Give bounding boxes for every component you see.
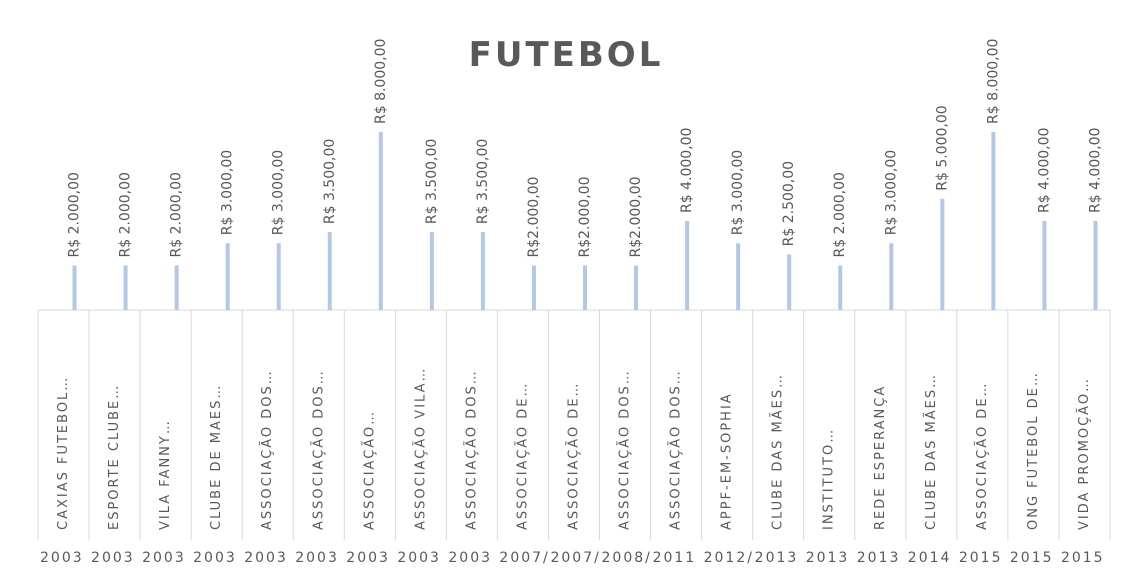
data-label: R$ 2.000,00 [118, 172, 134, 257]
data-label: R$ 2.000,00 [67, 172, 83, 257]
data-label: R$ 3.500,00 [322, 139, 338, 224]
bar [276, 243, 281, 310]
data-label: R$ 3.500,00 [475, 139, 491, 224]
bar [480, 232, 485, 310]
year-label: 2003 [244, 550, 288, 566]
bar [583, 265, 587, 310]
bar [685, 221, 690, 310]
year-label: 2003 [295, 550, 339, 566]
year-label: 2013 [755, 550, 799, 566]
bar [787, 254, 792, 310]
data-label: R$ 3.000,00 [883, 150, 899, 235]
x-tick-label: VIDA PROMOÇÃO… [1076, 377, 1092, 530]
x-tick-label: INSTITUTO… [822, 428, 837, 530]
year-label: 2008/ [602, 550, 652, 566]
x-tick-label: VILA FANNY… [158, 419, 173, 530]
year-label: 2015 [1010, 550, 1054, 566]
year-label: 2012/ [704, 550, 754, 566]
bar [889, 243, 894, 310]
data-label: R$2.000,00 [628, 177, 644, 258]
bar [1042, 221, 1047, 310]
year-label: 2007/ [550, 550, 600, 566]
year-label: 2003 [142, 550, 186, 566]
bar [225, 243, 230, 310]
year-label: 2014 [908, 550, 952, 566]
year-label: 2003 [448, 550, 492, 566]
data-label: R$ 3.000,00 [271, 150, 287, 235]
bar [327, 232, 332, 310]
data-label: R$ 2.000,00 [169, 172, 185, 257]
bar [123, 265, 128, 310]
year-label: 2015 [1061, 550, 1105, 566]
bar [174, 265, 179, 310]
x-tick-label: ASSOCIAÇÃO… [361, 410, 377, 530]
x-tick-label: ASSOCIAÇÃO DE… [514, 381, 530, 530]
year-label: 2013 [806, 550, 850, 566]
x-tick-label: REDE ESPERANÇA [873, 385, 888, 530]
data-label: R$ 3.500,00 [424, 139, 440, 224]
x-tick-label: ASSOCIAÇÃO DOS… [617, 369, 633, 530]
bar [991, 132, 996, 310]
year-label: 2003 [193, 550, 237, 566]
x-tick-label: ASSOCIAÇÃO DOS… [463, 369, 479, 530]
x-tick-label: ESPORTE CLUBE… [107, 384, 122, 530]
bar [1093, 221, 1098, 310]
data-label: R$ 8.000,00 [373, 39, 389, 124]
data-label: R$ 2.000,00 [832, 172, 848, 257]
data-label: R$ 3.000,00 [220, 150, 236, 235]
year-label: 2013 [857, 550, 901, 566]
data-label: R$2.000,00 [577, 177, 593, 258]
x-tick-label: ONG FUTEBOL DE… [1026, 371, 1041, 530]
year-label: 2015 [959, 550, 1003, 566]
data-label: R$2.000,00 [526, 177, 542, 258]
bar [531, 265, 536, 310]
x-tick-label: APPF-EM-SOPHIA [720, 392, 735, 530]
bar [378, 132, 383, 310]
data-label: R$ 3.000,00 [730, 150, 746, 235]
year-label: 2003 [40, 550, 84, 566]
x-tick-label: ASSOCIAÇÃO DOS… [668, 369, 684, 530]
bar [838, 265, 843, 310]
year-label: 2007/ [499, 550, 549, 566]
bar [940, 198, 945, 310]
data-label: R$ 5.000,00 [934, 105, 950, 190]
data-label: R$ 4.000,00 [1036, 128, 1052, 213]
x-tick-label: CLUBE DAS MÃES… [770, 373, 786, 530]
bar [429, 232, 434, 310]
data-label: R$ 4.000,00 [679, 128, 695, 213]
x-tick-label: ASSOCIAÇÃO DE… [566, 381, 582, 530]
chart-title: FUTEBOL [469, 35, 664, 75]
bar [72, 265, 77, 310]
x-tick-label: CLUBE DAS MÃES… [923, 373, 939, 530]
year-label: 2003 [346, 550, 390, 566]
bar [736, 243, 741, 310]
x-tick-label: CLUBE DE MAES… [209, 384, 224, 530]
data-label: R$ 2.500,00 [781, 161, 797, 246]
x-tick-label: CAXIAS FUTEBOL… [56, 376, 71, 530]
x-tick-label: ASSOCIAÇÃO DE… [974, 381, 990, 530]
x-tick-label: ASSOCIAÇÃO VILA… [412, 367, 428, 530]
x-tick-label: ASSOCIAÇÃO DOS… [259, 369, 275, 530]
data-label: R$ 4.000,00 [1087, 128, 1103, 213]
year-label: 2003 [397, 550, 441, 566]
year-label: 2003 [91, 550, 135, 566]
data-label: R$ 8.000,00 [985, 39, 1001, 124]
x-tick-label: ASSOCIAÇÃO DOS… [310, 369, 326, 530]
bar [634, 265, 639, 310]
year-label: 2011 [653, 550, 697, 566]
